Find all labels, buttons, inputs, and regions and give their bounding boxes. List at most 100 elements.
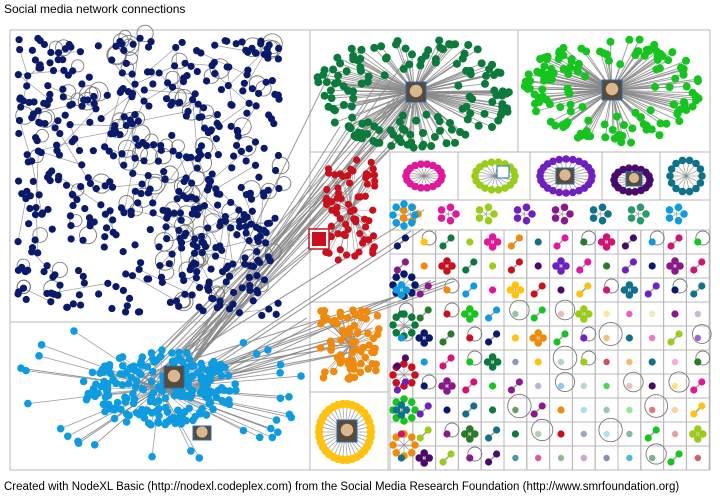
graph-node (392, 448, 401, 457)
graph-node (447, 330, 455, 338)
graph-node (462, 102, 471, 111)
graph-node (320, 91, 329, 100)
graph-node (584, 282, 592, 290)
graph-node (224, 262, 232, 270)
graph-node (488, 60, 497, 69)
graph-node (560, 216, 569, 225)
graph-node (621, 266, 630, 274)
graph-node (170, 391, 179, 400)
graph-node (511, 334, 519, 342)
graph-node (128, 120, 136, 128)
graph-node (196, 389, 205, 397)
graph-edge (147, 47, 176, 73)
graph-node (246, 189, 254, 198)
graph-node (209, 357, 218, 366)
graph-node (357, 45, 366, 54)
graph-edge (17, 198, 27, 242)
graph-edge (184, 247, 217, 295)
graph-node (66, 101, 74, 109)
graph-node (490, 210, 498, 218)
graph-node (67, 222, 75, 230)
graph-node (254, 256, 262, 265)
graph-node (123, 302, 131, 310)
graph-node (551, 214, 560, 222)
graph-node (317, 319, 325, 328)
graph-node (326, 337, 335, 346)
graph-node (101, 143, 109, 151)
graph-node (122, 394, 131, 403)
self-loop-edge (444, 422, 460, 438)
graph-node (690, 410, 698, 418)
graph-node (512, 406, 519, 414)
graph-node (368, 359, 377, 368)
graph-node (54, 49, 63, 57)
self-loop-edge (78, 85, 99, 105)
graph-node (181, 290, 189, 298)
graph-node (397, 411, 406, 419)
graph-node (497, 108, 506, 117)
graph-node (392, 273, 401, 282)
graph-node (619, 165, 627, 174)
graph-node (493, 238, 502, 246)
graph-node (274, 151, 283, 160)
graph-node (621, 242, 630, 250)
graph-node (314, 78, 323, 87)
graph-node (334, 230, 342, 238)
graph-node (370, 43, 379, 52)
profile-image-face (409, 84, 423, 98)
graph-node (176, 209, 185, 217)
graph-node (625, 164, 633, 172)
graph-node (625, 334, 634, 342)
graph-node (297, 372, 305, 380)
graph-node (481, 160, 489, 168)
group-box (309, 391, 389, 471)
graph-node (254, 237, 262, 246)
graph-node (389, 441, 397, 449)
graph-node (90, 92, 98, 101)
graph-node (118, 69, 126, 77)
graph-node (694, 425, 702, 433)
graph-node (425, 334, 434, 342)
graph-node (17, 103, 25, 111)
graph-node (676, 262, 684, 270)
graph-edge (51, 283, 108, 294)
graph-node (399, 206, 408, 214)
graph-node (448, 262, 456, 270)
graph-node (199, 382, 207, 390)
graph-node (345, 325, 354, 333)
graph-edge (58, 51, 81, 54)
graph-node (576, 290, 584, 298)
graph-node (35, 118, 43, 126)
graph-node (349, 167, 357, 175)
graph-node (150, 141, 158, 149)
graph-node (488, 353, 497, 361)
graph-node (626, 454, 633, 462)
graph-node (103, 91, 111, 99)
graph-node (627, 206, 636, 214)
graph-node (271, 90, 279, 99)
graph-node (646, 106, 655, 115)
graph-node (416, 314, 424, 322)
graph-node (18, 190, 26, 198)
graph-node (251, 138, 260, 146)
graph-node (195, 408, 204, 417)
graph-node (485, 314, 493, 322)
graph-node (555, 188, 564, 197)
graph-node (625, 291, 634, 299)
graph-node (320, 66, 329, 75)
graph-node (562, 262, 570, 270)
graph-node (112, 283, 120, 291)
graph-node (154, 418, 162, 426)
graph-node (197, 142, 206, 150)
graph-node (412, 116, 421, 125)
graph-node (163, 408, 172, 416)
graph-node (147, 377, 156, 386)
graph-node (626, 406, 633, 414)
graph-node (423, 160, 431, 168)
graph-node (364, 118, 373, 127)
graph-edge (348, 91, 415, 127)
graph-node (489, 262, 497, 270)
graph-node (221, 212, 229, 221)
self-loop-edge (507, 393, 532, 419)
graph-node (515, 258, 524, 266)
